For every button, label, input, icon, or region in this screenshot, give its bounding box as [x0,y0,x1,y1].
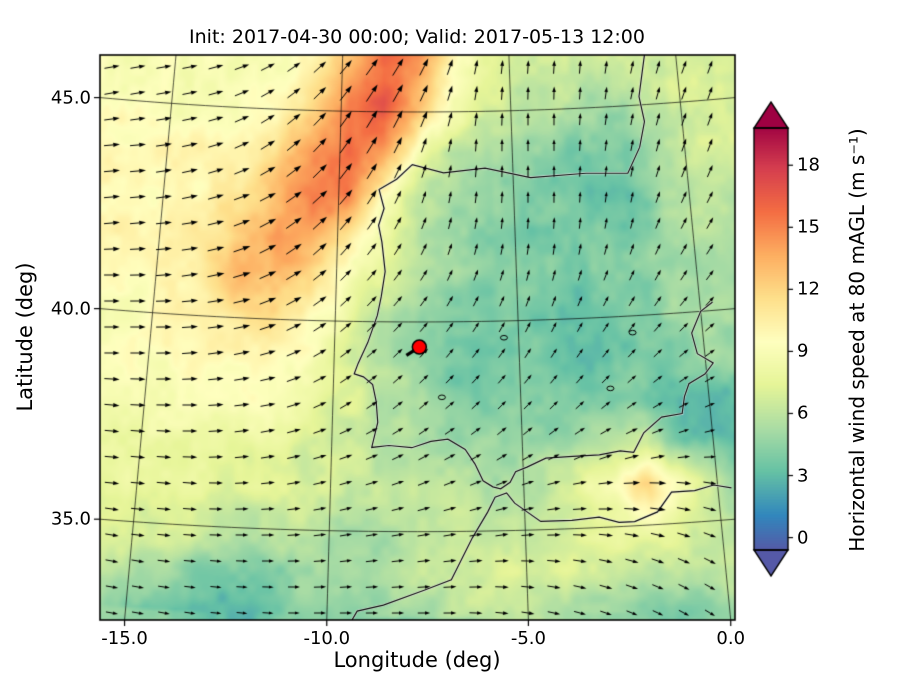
colorbar-tick-label: 0 [797,527,809,549]
y-tick-label: 35.0 [50,508,91,530]
colorbar-tick-label: 9 [797,340,809,362]
y-tick-label: 40.0 [50,298,91,320]
colorbar-tick-label: 6 [797,402,809,424]
colorbar-tick-label: 18 [797,154,820,176]
x-axis-label: Longitude (deg) [333,648,501,672]
x-tick-label: -10.0 [303,628,351,649]
x-tick-label: -5.0 [510,628,546,649]
x-tick-label: -15.0 [101,628,148,649]
y-axis-label: Latitude (deg) [13,262,37,412]
colorbar-tick-label: 3 [797,465,809,487]
y-tick-label: 45.0 [50,87,91,109]
plot-title: Init: 2017-04-30 00:00; Valid: 2017-05-1… [189,26,645,48]
x-tick-label: 0.0 [716,628,746,649]
colorbar-tick-label: 15 [797,216,820,238]
colorbar-tick-label: 12 [797,278,820,300]
colorbar-label: Horizontal wind speed at 80 mAGL (m s⁻¹) [845,128,869,552]
